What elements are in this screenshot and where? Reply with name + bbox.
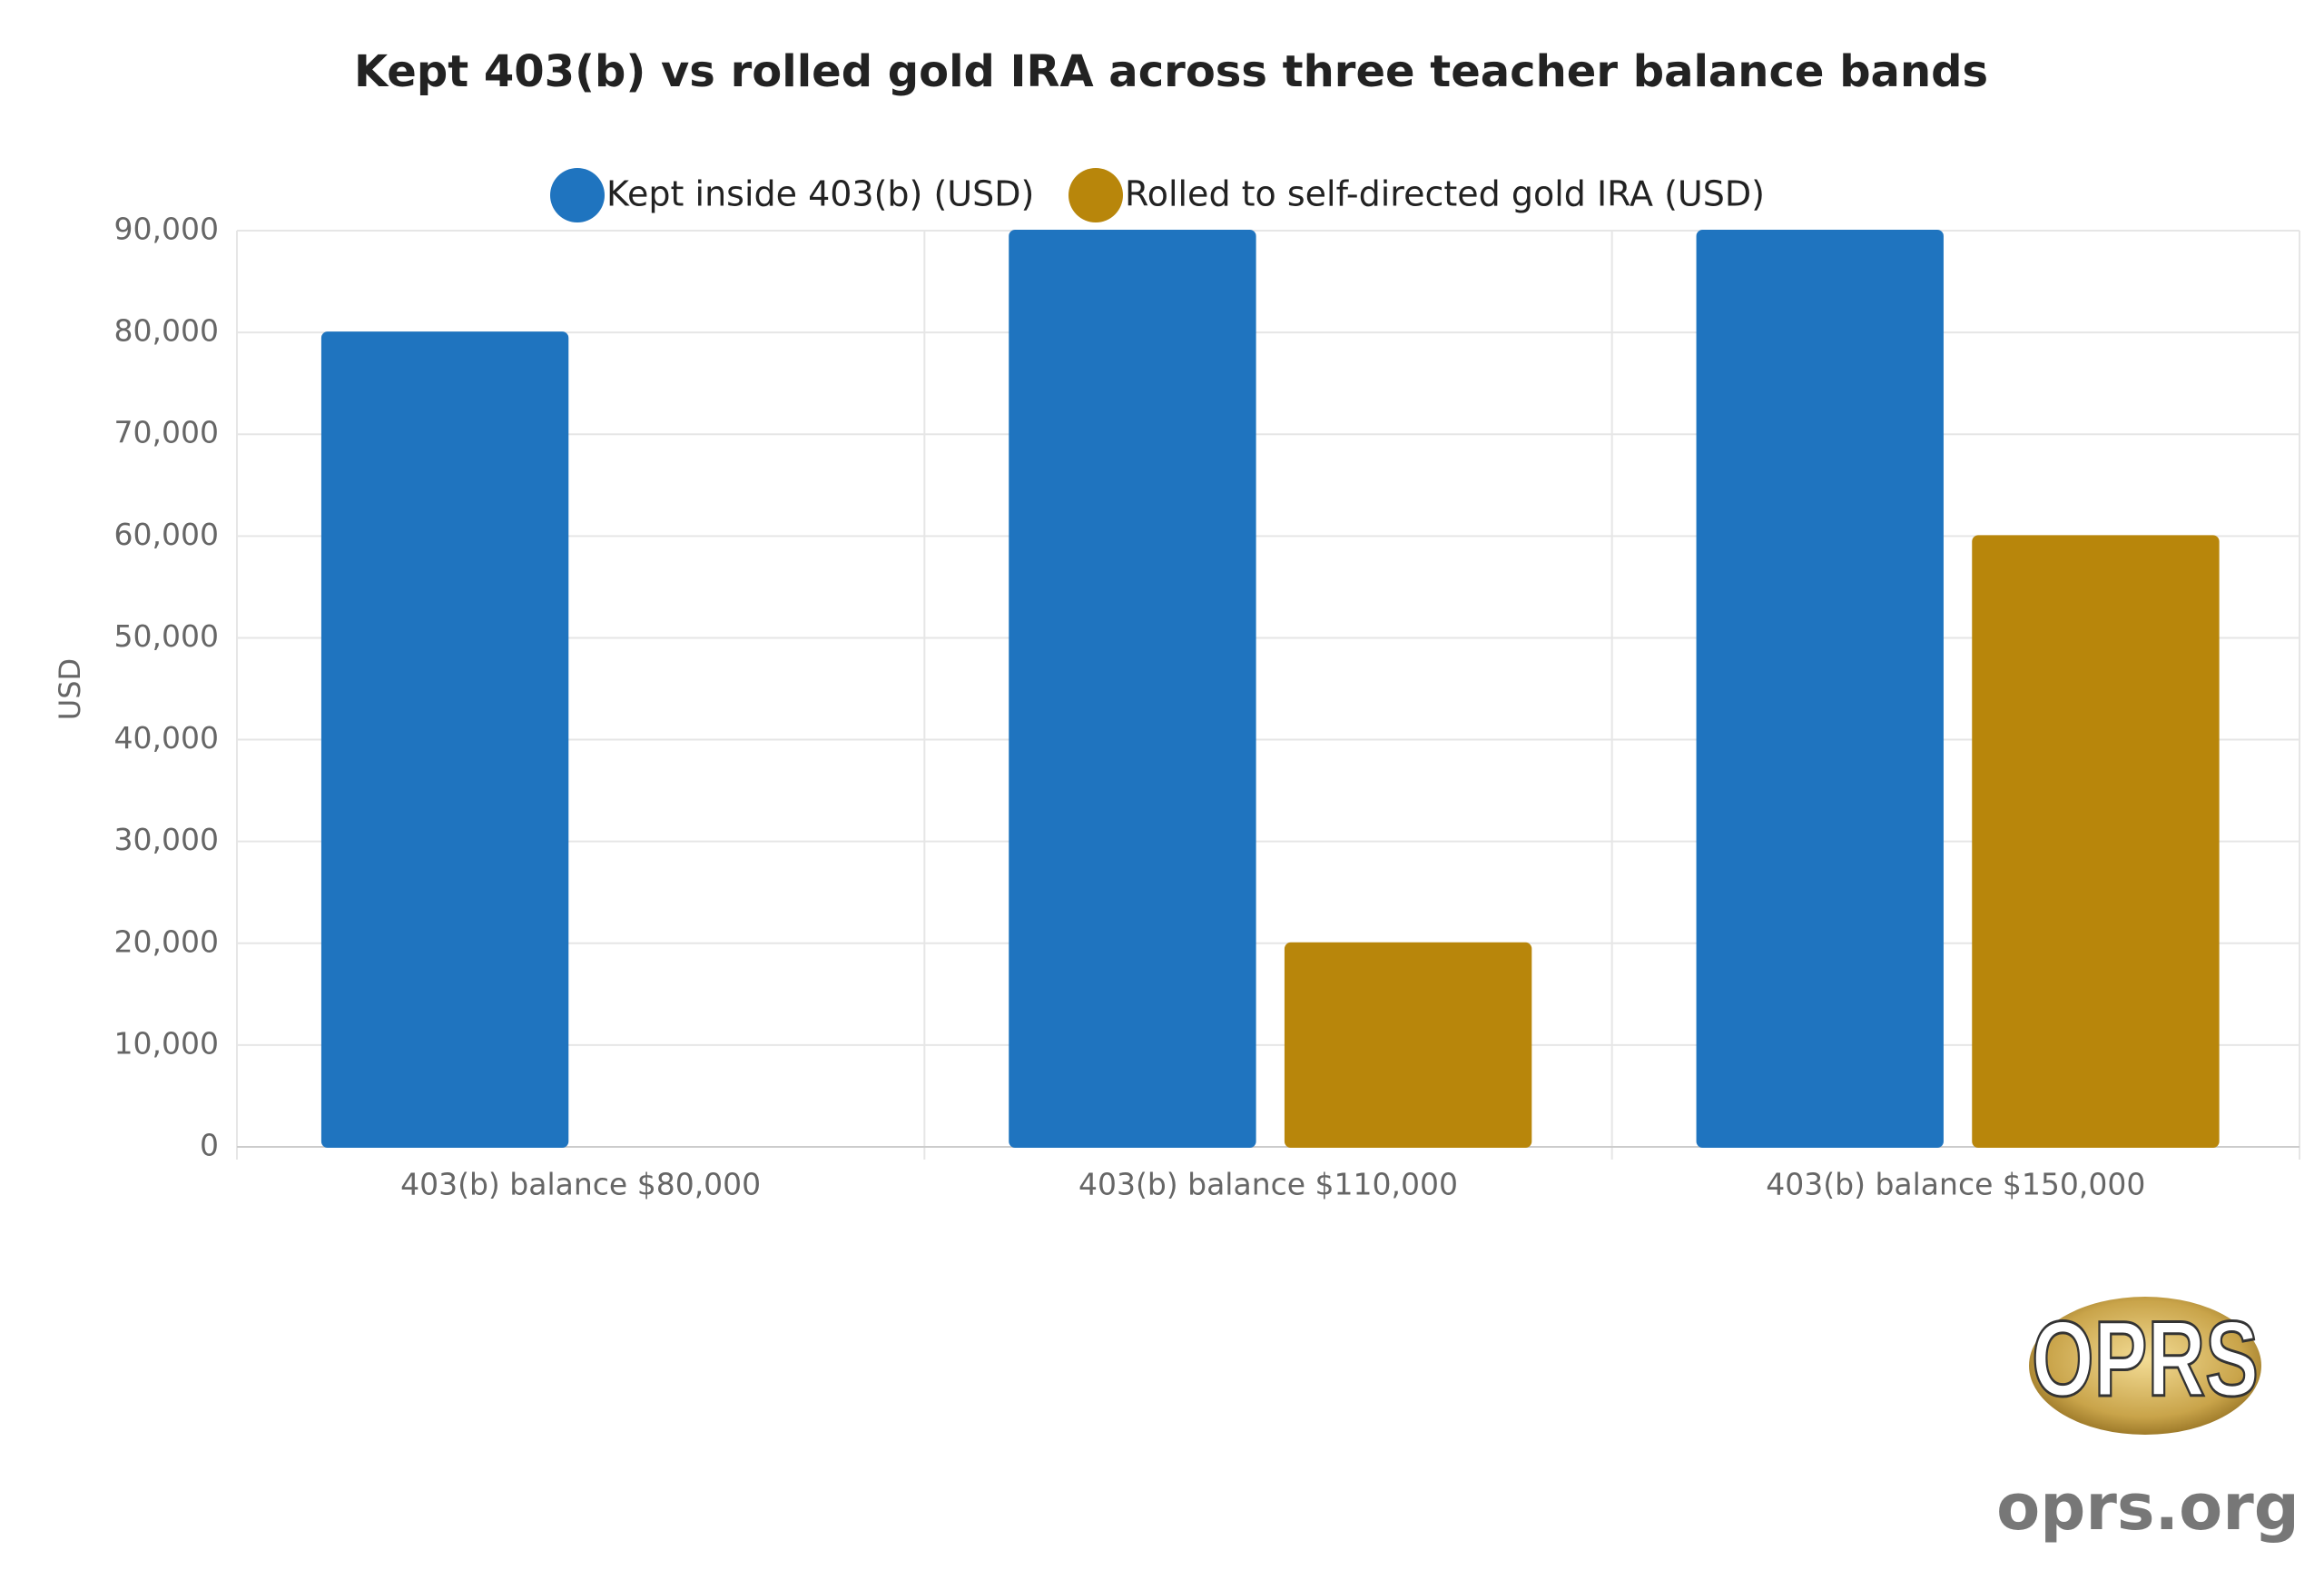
y-tick-label: 60,000 (114, 517, 219, 552)
bar (1696, 230, 1944, 1148)
y-tick-label: 20,000 (114, 923, 219, 959)
legend-label: Rolled to self-directed gold IRA (USD) (1125, 174, 1765, 214)
legend-swatch (550, 168, 605, 222)
y-tick-label: 80,000 (114, 313, 219, 349)
x-tick-label: 403(b) balance $150,000 (1766, 1167, 2145, 1202)
bar (320, 331, 569, 1149)
logo-text: OPRS (2032, 1299, 2259, 1419)
x-tick-label: 403(b) balance $80,000 (400, 1167, 761, 1202)
legend-swatch (1068, 168, 1123, 222)
site-url: oprs.org (1996, 1470, 2299, 1545)
legend-label: Kept inside 403(b) (USD) (606, 174, 1034, 214)
y-axis-label: USD (53, 658, 87, 720)
y-tick-label: 0 (200, 1128, 219, 1163)
y-tick-label: 70,000 (114, 415, 219, 450)
y-tick-label: 30,000 (114, 822, 219, 857)
bar (1284, 942, 1532, 1149)
x-tick-label: 403(b) balance $110,000 (1078, 1167, 1458, 1202)
chart-title: Kept 403(b) vs rolled gold IRA across th… (354, 46, 1988, 97)
bar (1009, 230, 1256, 1148)
y-tick-label: 10,000 (114, 1025, 219, 1061)
y-tick-label: 90,000 (114, 212, 219, 247)
bar (1972, 535, 2220, 1148)
y-tick-label: 50,000 (114, 618, 219, 654)
y-tick-label: 40,000 (114, 720, 219, 755)
logo-badge (2029, 1297, 2261, 1435)
